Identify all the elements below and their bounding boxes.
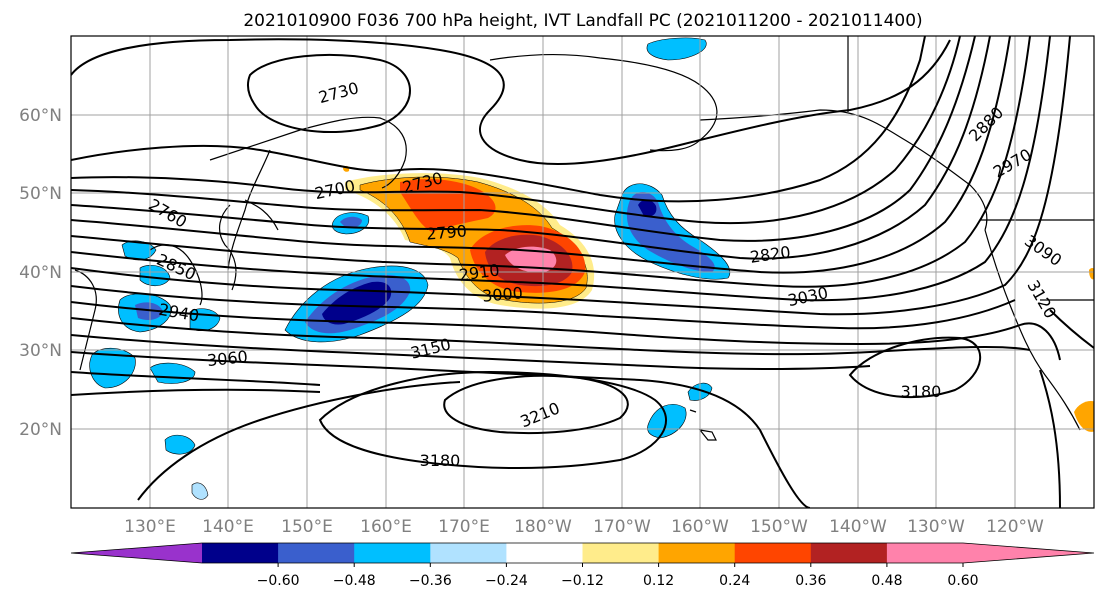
contour-label: 3000 bbox=[481, 283, 523, 305]
latitude-axis: 60°N 50°N 40°N 30°N 20°N bbox=[19, 106, 62, 440]
colorbar-tick-label: −0.24 bbox=[485, 573, 528, 589]
colorbar-swatch bbox=[810, 543, 888, 563]
lat-tick-label: 20°N bbox=[19, 420, 62, 440]
colorbar-tick-label: 0.48 bbox=[871, 573, 902, 589]
lat-tick-label: 50°N bbox=[19, 184, 62, 204]
lon-tick-label: 130°W bbox=[907, 517, 965, 537]
colorbar-tick-label: −0.12 bbox=[561, 573, 604, 589]
colorbar-outline bbox=[70, 542, 1095, 564]
colorbar-swatch bbox=[506, 543, 583, 563]
lon-tick-label: 160°E bbox=[360, 517, 412, 537]
colorbar-swatch bbox=[658, 543, 736, 563]
lon-tick-label: 120°W bbox=[986, 517, 1044, 537]
colorbar-extend-high bbox=[963, 543, 1094, 563]
lon-tick-label: 140°W bbox=[829, 517, 887, 537]
lat-tick-label: 60°N bbox=[19, 106, 62, 126]
lon-tick-label: 150°W bbox=[750, 517, 808, 537]
map-frame bbox=[70, 35, 1095, 509]
lon-tick-label: 160°W bbox=[671, 517, 729, 537]
height-contours bbox=[71, 36, 1094, 508]
colorbar-tick-label: −0.36 bbox=[409, 573, 452, 589]
colorbar-swatch bbox=[734, 543, 812, 563]
colorbar-swatch bbox=[202, 543, 279, 563]
map-title: 2021010900 F036 700 hPa height, IVT Land… bbox=[243, 11, 922, 31]
colorbar: −0.60 −0.48 −0.36 −0.24 −0.12 0.12 0.24 0.36 0.4… bbox=[70, 542, 1095, 589]
lon-tick-label: 130°E bbox=[124, 517, 176, 537]
gridlines bbox=[71, 36, 1094, 508]
longitude-axis: 130°E 140°E 150°E 160°E 170°E 180°W 170°… bbox=[124, 517, 1044, 537]
colorbar-tick-label: 0.12 bbox=[643, 573, 674, 589]
colorbar-extend-low bbox=[71, 543, 202, 563]
colorbar-swatch bbox=[354, 543, 431, 563]
lon-tick-label: 170°W bbox=[593, 517, 651, 537]
lon-tick-label: 170°E bbox=[438, 517, 490, 537]
lat-tick-label: 40°N bbox=[19, 263, 62, 283]
lon-tick-label: 180°W bbox=[514, 517, 572, 537]
colorbar-tick-label: 0.24 bbox=[719, 573, 750, 589]
ivt-positive-anomalies bbox=[343, 165, 1094, 432]
colorbar-tick-label: −0.48 bbox=[333, 573, 376, 589]
colorbar-tick-label: −0.60 bbox=[257, 573, 300, 589]
ivt-negative-anomalies bbox=[89, 37, 731, 500]
contour-label: 3180 bbox=[420, 451, 461, 470]
map-panel: 2730 2760 2700 2730 2790 2850 2940 2910 … bbox=[70, 35, 1095, 509]
contour-label: 2790 bbox=[425, 221, 467, 243]
colorbar-tick-label: 0.36 bbox=[795, 573, 826, 589]
lon-tick-label: 150°E bbox=[281, 517, 333, 537]
lon-tick-label: 140°E bbox=[202, 517, 254, 537]
colorbar-swatch bbox=[582, 543, 660, 563]
contour-label: 3180 bbox=[901, 382, 942, 401]
colorbar-swatch bbox=[886, 543, 964, 563]
contour-label: 3060 bbox=[206, 347, 248, 370]
colorbar-swatch bbox=[430, 543, 507, 563]
colorbar-tick-label: 0.60 bbox=[947, 573, 978, 589]
colorbar-swatch bbox=[278, 543, 355, 563]
lat-tick-label: 30°N bbox=[19, 341, 62, 361]
